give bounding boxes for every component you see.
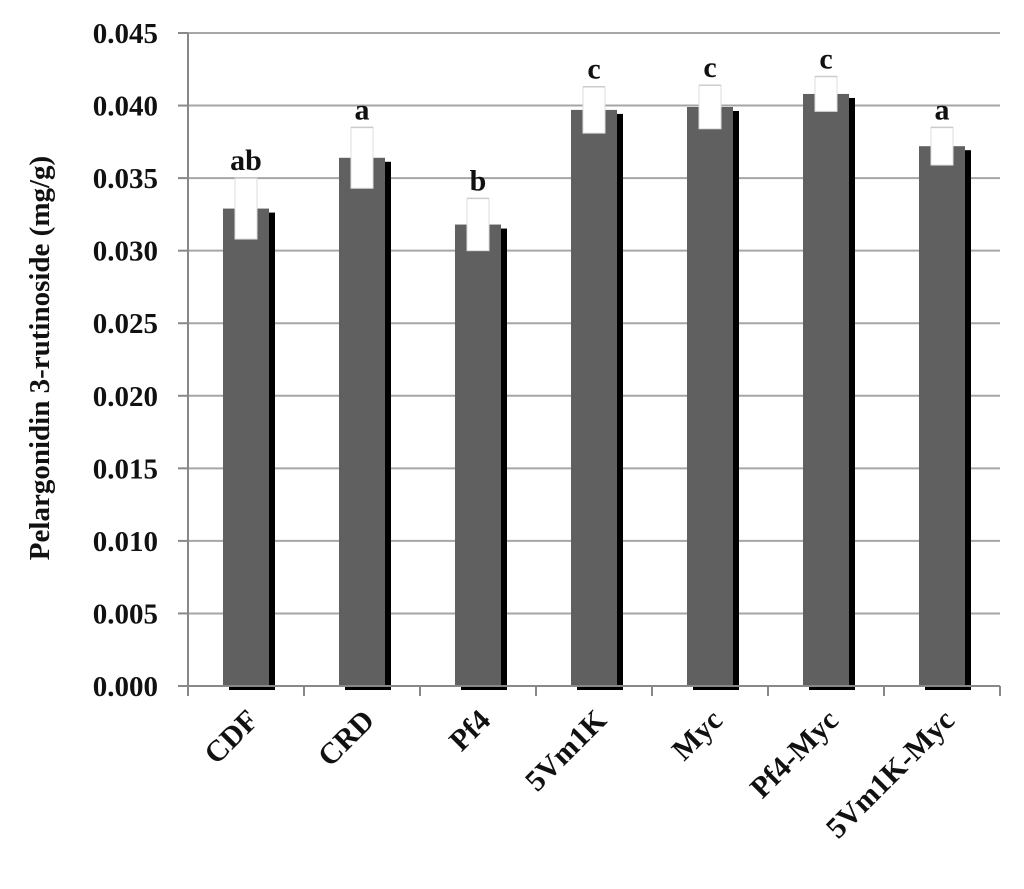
bar-base <box>577 685 623 690</box>
bar-base <box>925 685 971 690</box>
bar <box>455 224 501 686</box>
error-bar <box>466 197 490 252</box>
x-category-label: CRD <box>312 704 381 773</box>
axes <box>178 32 1001 696</box>
y-tick-label: 0.030 <box>93 236 158 268</box>
significance-label: a <box>355 93 370 126</box>
x-category-label: 5Vm1K <box>519 703 614 798</box>
bar-base <box>229 685 275 690</box>
error-bar <box>814 76 838 112</box>
bar <box>919 146 965 687</box>
x-category-label: Pf4 <box>443 704 497 758</box>
error-bar <box>930 126 954 166</box>
y-axis-title: Pelargonidin 3-rutinoside (mg/g) <box>24 156 56 560</box>
significance-label: c <box>819 43 832 76</box>
error-bar <box>582 86 606 134</box>
y-tick-label: 0.040 <box>93 91 158 123</box>
significance-label: a <box>935 93 950 126</box>
y-tick-label: 0.025 <box>93 308 158 340</box>
x-category-label: CDF <box>198 704 265 771</box>
error-bar <box>350 126 374 189</box>
significance-label: c <box>703 51 716 84</box>
y-tick-label: 0.015 <box>93 453 158 485</box>
y-tick-label: 0.010 <box>93 526 158 558</box>
bar <box>687 107 733 687</box>
significance-label: b <box>470 164 487 197</box>
bar <box>803 93 849 687</box>
y-tick-labels: 0.000 0.005 0.010 0.015 0.020 0.025 0.030 0.035… <box>93 18 158 703</box>
error-bar <box>234 177 258 240</box>
bar-base <box>809 685 855 690</box>
y-tick-label: 0.005 <box>93 598 158 630</box>
y-tick-label: 0.035 <box>93 163 158 195</box>
y-tick-label: 0.000 <box>93 671 158 703</box>
bar <box>571 109 617 687</box>
bar <box>339 157 385 687</box>
significance-label: ab <box>230 144 262 177</box>
bars <box>223 75 971 690</box>
bar <box>223 208 269 686</box>
significance-label: c <box>587 53 600 86</box>
bar-base <box>461 685 507 690</box>
bar-base <box>345 685 391 690</box>
x-category-label: Pf4-Myc <box>744 704 845 805</box>
x-category-label: Myc <box>666 704 729 767</box>
bar-base <box>693 685 739 690</box>
y-tick-label: 0.020 <box>93 381 158 413</box>
error-bar <box>698 84 722 130</box>
y-tick-label: 0.045 <box>93 18 158 50</box>
